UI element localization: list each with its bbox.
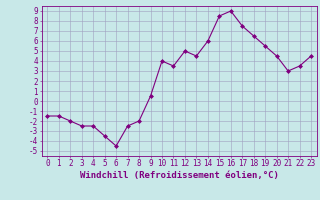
X-axis label: Windchill (Refroidissement éolien,°C): Windchill (Refroidissement éolien,°C) [80,171,279,180]
